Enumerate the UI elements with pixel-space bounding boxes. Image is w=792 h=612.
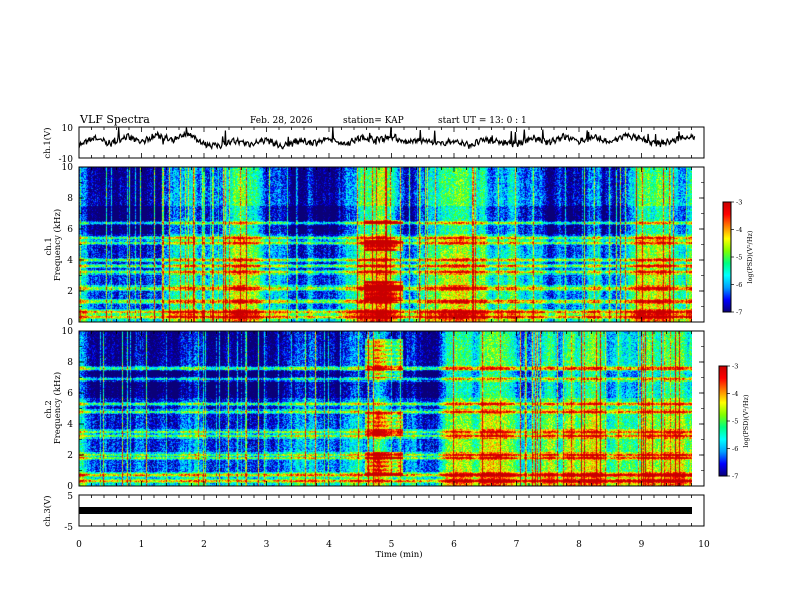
ch2-colorbar: -3 -4 -5 -6 -7 log(PSD)(V²/Hz) [718, 363, 750, 481]
ch2-spec-label-line2: Frequency (kHz) [52, 372, 63, 444]
colorbar-tick-label: -4 [732, 390, 738, 398]
freq-tick-label: 10 [62, 163, 74, 173]
ch1-spectrogram-image [79, 167, 692, 322]
ch1-spec-label-line1: ch.1 [44, 237, 54, 255]
freq-tick-label: 6 [67, 389, 73, 399]
freq-tick-label: 0 [67, 318, 73, 328]
ch1-freq-ticks: 0 2 4 6 8 10 [62, 163, 704, 328]
ch3-waveform-panel: 5 -5 ch.3(V) [42, 492, 705, 533]
colorbar-tick-label: -4 [736, 226, 742, 234]
freq-tick-label: 8 [67, 358, 73, 368]
x-tick-label: 9 [639, 540, 645, 550]
freq-tick-label: 2 [67, 451, 73, 461]
colorbar-tick-label: -5 [736, 254, 742, 262]
ch1-ylabel: ch.1(V) [42, 127, 53, 158]
freq-tick-label: 8 [67, 194, 73, 204]
header-station: station= KAP [343, 116, 404, 126]
x-tick-label: 4 [326, 540, 332, 550]
ch2-spec-channel-label: ch.2 Frequency (kHz) [44, 372, 63, 444]
freq-tick-label: 4 [67, 420, 73, 430]
ch2-spectrogram-image [79, 331, 692, 486]
ch1-time-ticks [78, 127, 705, 158]
ch2-colorbar-label: log(PSD)(V²/Hz) [742, 394, 750, 447]
colorbar-tick-label: -5 [732, 418, 738, 426]
ch1-spec-channel-label: ch.1 Frequency (kHz) [44, 209, 63, 281]
ch2-spec-time-ticks [78, 331, 705, 486]
ch1-spectrogram-panel: 0 2 4 6 8 10 ch.1 Frequency (kHz) [44, 163, 705, 328]
ch1-ytick-top: 10 [62, 124, 74, 134]
ch2-spectrogram-panel: 0 2 4 6 8 10 ch.2 Frequency (kHz) [44, 327, 705, 492]
freq-tick-label: 2 [67, 287, 73, 297]
ch3-waveform-band [79, 507, 692, 514]
ch1-spec-label-line2: Frequency (kHz) [52, 209, 63, 281]
header-start-time: start UT = 13: 0 : 1 [438, 116, 527, 126]
colorbar-tick-label: -7 [732, 473, 738, 481]
freq-tick-label: 10 [62, 327, 74, 337]
ch1-spec-time-ticks [78, 167, 705, 322]
colorbar-tick-label: -3 [732, 363, 738, 371]
header-date: Feb. 28, 2026 [250, 116, 313, 126]
ch2-spec-label-line1: ch.2 [44, 400, 54, 418]
ch2-colorbar-gradient [719, 366, 727, 476]
ch1-waveform-line [78, 127, 696, 150]
x-tick-label: 6 [451, 540, 457, 550]
x-axis-label: Time (min) [375, 549, 422, 560]
x-tick-label: 2 [201, 540, 207, 550]
ch3-ylabel: ch.3(V) [42, 495, 53, 526]
x-tick-label: 1 [139, 540, 145, 550]
ch1-waveform-panel: 10 -10 ch.1(V) [42, 124, 705, 165]
ch3-time-ticks [78, 495, 705, 526]
colorbar-tick-label: -6 [732, 445, 738, 453]
ch2-freq-ticks: 0 2 4 6 8 10 [62, 327, 704, 492]
x-tick-label: 8 [576, 540, 582, 550]
x-tick-label: 10 [698, 540, 710, 550]
x-tick-label: 3 [264, 540, 270, 550]
colorbar-tick-label: -7 [736, 309, 742, 317]
ch1-ytick-bottom: -10 [59, 155, 74, 165]
ch1-colorbar: -3 -4 -5 -6 -7 log(PSD)(V²/Hz) [722, 199, 754, 317]
colorbar-tick-label: -6 [736, 281, 742, 289]
ch1-colorbar-label: log(PSD)(V²/Hz) [746, 230, 754, 283]
freq-tick-label: 0 [67, 482, 73, 492]
x-axis-tick-labels: 0 1 2 3 4 5 6 7 8 9 10 [76, 540, 710, 550]
x-tick-label: 5 [389, 540, 395, 550]
ch3-ytick-top: 5 [67, 492, 73, 502]
ch2-colorbar-ticks: -3 -4 -5 -6 -7 [727, 363, 738, 481]
ch3-ytick-bottom: -5 [64, 523, 73, 533]
ch1-colorbar-gradient [723, 202, 731, 312]
colorbar-tick-label: -3 [736, 199, 742, 207]
freq-tick-label: 4 [67, 256, 73, 266]
ch1-colorbar-ticks: -3 -4 -5 -6 -7 [731, 199, 742, 317]
figure-title: VLF Spectra [79, 113, 150, 126]
x-tick-label: 7 [514, 540, 520, 550]
freq-tick-label: 6 [67, 225, 73, 235]
x-tick-label: 0 [76, 540, 82, 550]
